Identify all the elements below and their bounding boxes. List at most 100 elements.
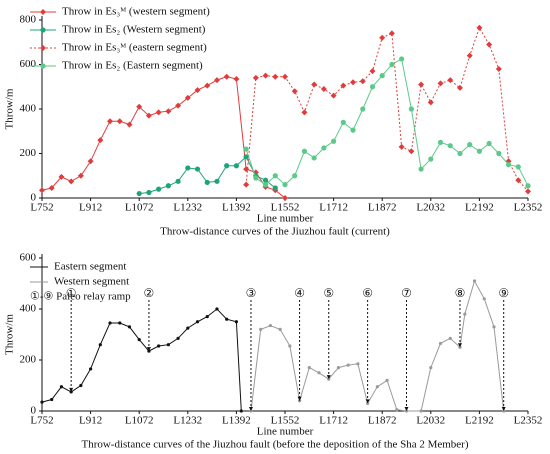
data-point [262,182,269,188]
series-line [245,58,529,187]
data-point [146,189,152,196]
data-point [262,177,269,183]
data-point [147,349,151,353]
data-point [320,85,327,92]
data-point [418,81,425,88]
series-line [41,308,242,412]
data-point [437,80,444,87]
data-point [268,323,273,328]
data-point [107,118,114,125]
legend-marker [40,9,46,15]
x-tick-label: L1232 [173,202,202,214]
relay-ramp-label: ③ [246,286,257,300]
x-tick-label: L1232 [173,415,202,427]
data-point [234,320,238,324]
x-tick-label: L1552 [271,415,300,427]
data-point [215,307,219,311]
x-tick-label: L1392 [222,202,251,214]
x-tick-label: L1872 [368,202,397,214]
data-point [166,343,170,347]
data-point [68,178,75,185]
data-point [419,409,423,413]
data-point [213,77,220,84]
data-point [243,166,250,173]
data-point [262,72,269,79]
x-tick-label: L2352 [514,415,543,427]
data-point [243,154,249,160]
data-point [505,162,512,168]
legend-label: Western segment [54,276,129,288]
x-tick-label: L2352 [514,202,543,214]
data-point [311,155,317,161]
data-point [350,127,356,133]
relay-ramp-arrow [501,407,506,411]
y-tick-label: 0 [31,405,37,417]
data-point [194,166,201,172]
data-point [136,190,142,197]
y-tick-label: 0 [31,192,37,204]
data-point [427,99,434,106]
y-tick-label: 800 [20,14,37,26]
data-point [186,326,190,330]
relay-ramp-label: ② [144,286,155,300]
legend-label: Eastern segment [54,261,126,273]
data-point [239,409,243,413]
x-tick-label: L1072 [125,415,154,427]
data-point [379,34,386,41]
data-point [330,92,337,99]
x-tick-label: L912 [79,202,102,214]
x-tick-label: L2192 [465,415,494,427]
data-point [195,320,200,324]
data-point [194,87,201,94]
data-point [457,150,463,157]
data-point [233,75,240,82]
data-point [77,172,84,179]
y-tick-label: 400 [20,103,37,115]
legend-label: Throw in Es₂ (Eastern segment) [62,60,203,72]
data-point [525,188,531,195]
data-point [282,182,288,188]
data-point [429,366,433,370]
data-point [204,82,211,89]
data-point [525,183,531,189]
y-tick-label: 600 [20,58,37,70]
data-point [282,73,288,80]
data-point [472,279,477,283]
series-line [41,76,286,199]
x-tick-label: L1392 [222,415,251,427]
y-tick-label: 400 [20,303,37,315]
data-point [223,73,230,80]
relay-ramp-label: ④ [294,286,305,300]
legend-label: ①-⑨ Paleo relay ramp [30,291,131,303]
relay-ramp-label: ⑦ [401,286,412,300]
data-point [155,109,162,116]
data-point [359,78,366,85]
data-point [385,378,389,382]
data-point [495,65,502,72]
data-point [492,325,496,329]
data-point [448,336,452,340]
data-point [496,150,502,157]
data-point [87,158,94,165]
data-point [127,325,132,329]
series-line [245,26,529,192]
data-point [389,61,395,68]
data-point [369,68,376,75]
relay-ramp-label: ⑧ [455,286,466,300]
data-point [331,138,337,144]
data-point [350,79,357,86]
data-point [301,109,308,116]
data-point [437,139,444,145]
legend-label: Throw in Es₃ᴹ (western segment) [62,6,210,18]
data-point [224,163,230,169]
data-point [58,173,65,180]
data-point [137,338,141,342]
data-point [136,103,143,110]
x-tick-label: L2192 [465,202,494,214]
y-tick-label: 200 [20,147,37,159]
data-point [249,409,253,413]
data-point [59,385,64,389]
data-point [288,344,292,348]
legend-marker [40,45,46,51]
data-point [98,343,102,347]
